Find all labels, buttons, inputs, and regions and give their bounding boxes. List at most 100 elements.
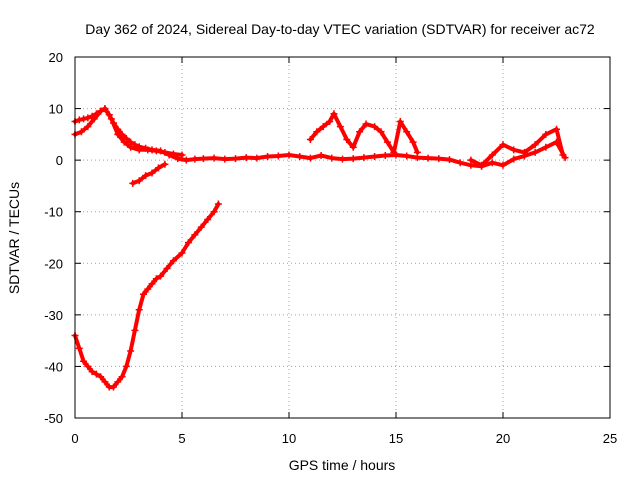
data-point — [210, 154, 218, 162]
data-point — [139, 290, 147, 298]
data-point — [127, 347, 135, 355]
y-tick-label: -50 — [44, 411, 63, 426]
data-point — [326, 117, 334, 125]
data-point — [396, 117, 404, 125]
y-tick-label: 0 — [56, 153, 63, 168]
y-tick-label: -30 — [44, 308, 63, 323]
data-point — [97, 107, 105, 115]
data-point — [169, 150, 177, 158]
data-point — [135, 306, 143, 314]
data-point — [313, 128, 321, 136]
y-tick-label: 10 — [49, 102, 63, 117]
data-point — [232, 155, 239, 163]
data-point — [169, 257, 177, 265]
series-track-e — [467, 125, 567, 169]
data-point — [242, 154, 250, 162]
series-track-a — [71, 105, 569, 170]
data-point — [403, 128, 411, 136]
data-point — [107, 115, 115, 123]
data-point — [144, 146, 152, 154]
series-track-d — [306, 110, 421, 156]
data-point — [122, 134, 130, 142]
data-point — [531, 141, 539, 149]
data-point — [131, 326, 139, 334]
data-point — [97, 373, 105, 381]
data-point — [381, 152, 389, 160]
data-point — [390, 148, 398, 156]
data-point — [221, 155, 229, 163]
data-point — [319, 123, 327, 131]
data-point — [161, 160, 169, 168]
data-point — [135, 177, 143, 185]
data-point — [110, 383, 118, 391]
data-point — [510, 146, 518, 154]
x-tick-label: 5 — [178, 431, 185, 446]
data-point — [144, 285, 152, 293]
data-point — [122, 362, 130, 370]
series-track-c — [129, 160, 169, 187]
data-point — [478, 161, 486, 169]
data-point — [360, 154, 368, 162]
data-point — [542, 143, 550, 151]
data-point — [157, 272, 165, 280]
data-point — [199, 155, 207, 163]
data-point — [336, 123, 344, 131]
data-point — [435, 155, 443, 163]
data-point — [135, 146, 143, 154]
data-point — [356, 128, 364, 136]
x-tick-label: 25 — [603, 431, 617, 446]
grid-lines — [75, 57, 610, 418]
data-point — [349, 143, 357, 151]
data-point — [296, 153, 304, 161]
data-point — [154, 164, 162, 172]
data-point — [210, 208, 218, 216]
data-point — [285, 151, 293, 159]
data-point — [559, 151, 567, 159]
x-tick-label: 20 — [496, 431, 510, 446]
data-point — [197, 223, 205, 231]
data-point — [84, 362, 92, 370]
data-point — [118, 373, 126, 381]
series-line — [468, 127, 565, 168]
x-tick-label: 10 — [282, 431, 296, 446]
data-point — [328, 154, 336, 162]
data-point — [152, 275, 160, 283]
data-point — [88, 368, 96, 376]
data-point — [142, 172, 150, 180]
data-point — [161, 148, 169, 156]
plot-frame — [74, 56, 611, 419]
data-point — [377, 128, 385, 136]
data-point — [343, 136, 351, 144]
data-point — [191, 231, 199, 239]
data-point — [446, 156, 453, 164]
data-point — [510, 155, 518, 163]
data-point — [77, 128, 85, 136]
data-point — [204, 215, 212, 223]
data-point — [127, 143, 135, 151]
data-point — [75, 344, 83, 352]
data-point — [163, 264, 171, 272]
data-point — [456, 159, 464, 167]
data-point — [80, 115, 88, 123]
data-point — [424, 154, 432, 162]
data-point — [349, 155, 357, 163]
data-point — [191, 155, 199, 163]
data-point — [488, 151, 496, 159]
data-point — [330, 110, 338, 118]
y-axis-label: SDTVAR / TECUs — [6, 182, 22, 294]
data-point — [553, 125, 560, 133]
data-point — [371, 153, 379, 161]
axes — [74, 56, 611, 419]
data-point — [339, 155, 346, 163]
data-point — [531, 148, 539, 156]
data-point — [409, 138, 417, 146]
data-point — [178, 151, 186, 159]
data-point — [75, 116, 83, 124]
y-tick-label: -40 — [44, 359, 63, 374]
data-point — [317, 152, 325, 160]
data-point — [101, 378, 109, 386]
data-point — [114, 130, 122, 138]
data-point — [129, 179, 137, 187]
chart-title: Day 362 of 2024, Sidereal Day-to-day VTE… — [85, 21, 595, 37]
data-point — [120, 138, 128, 146]
